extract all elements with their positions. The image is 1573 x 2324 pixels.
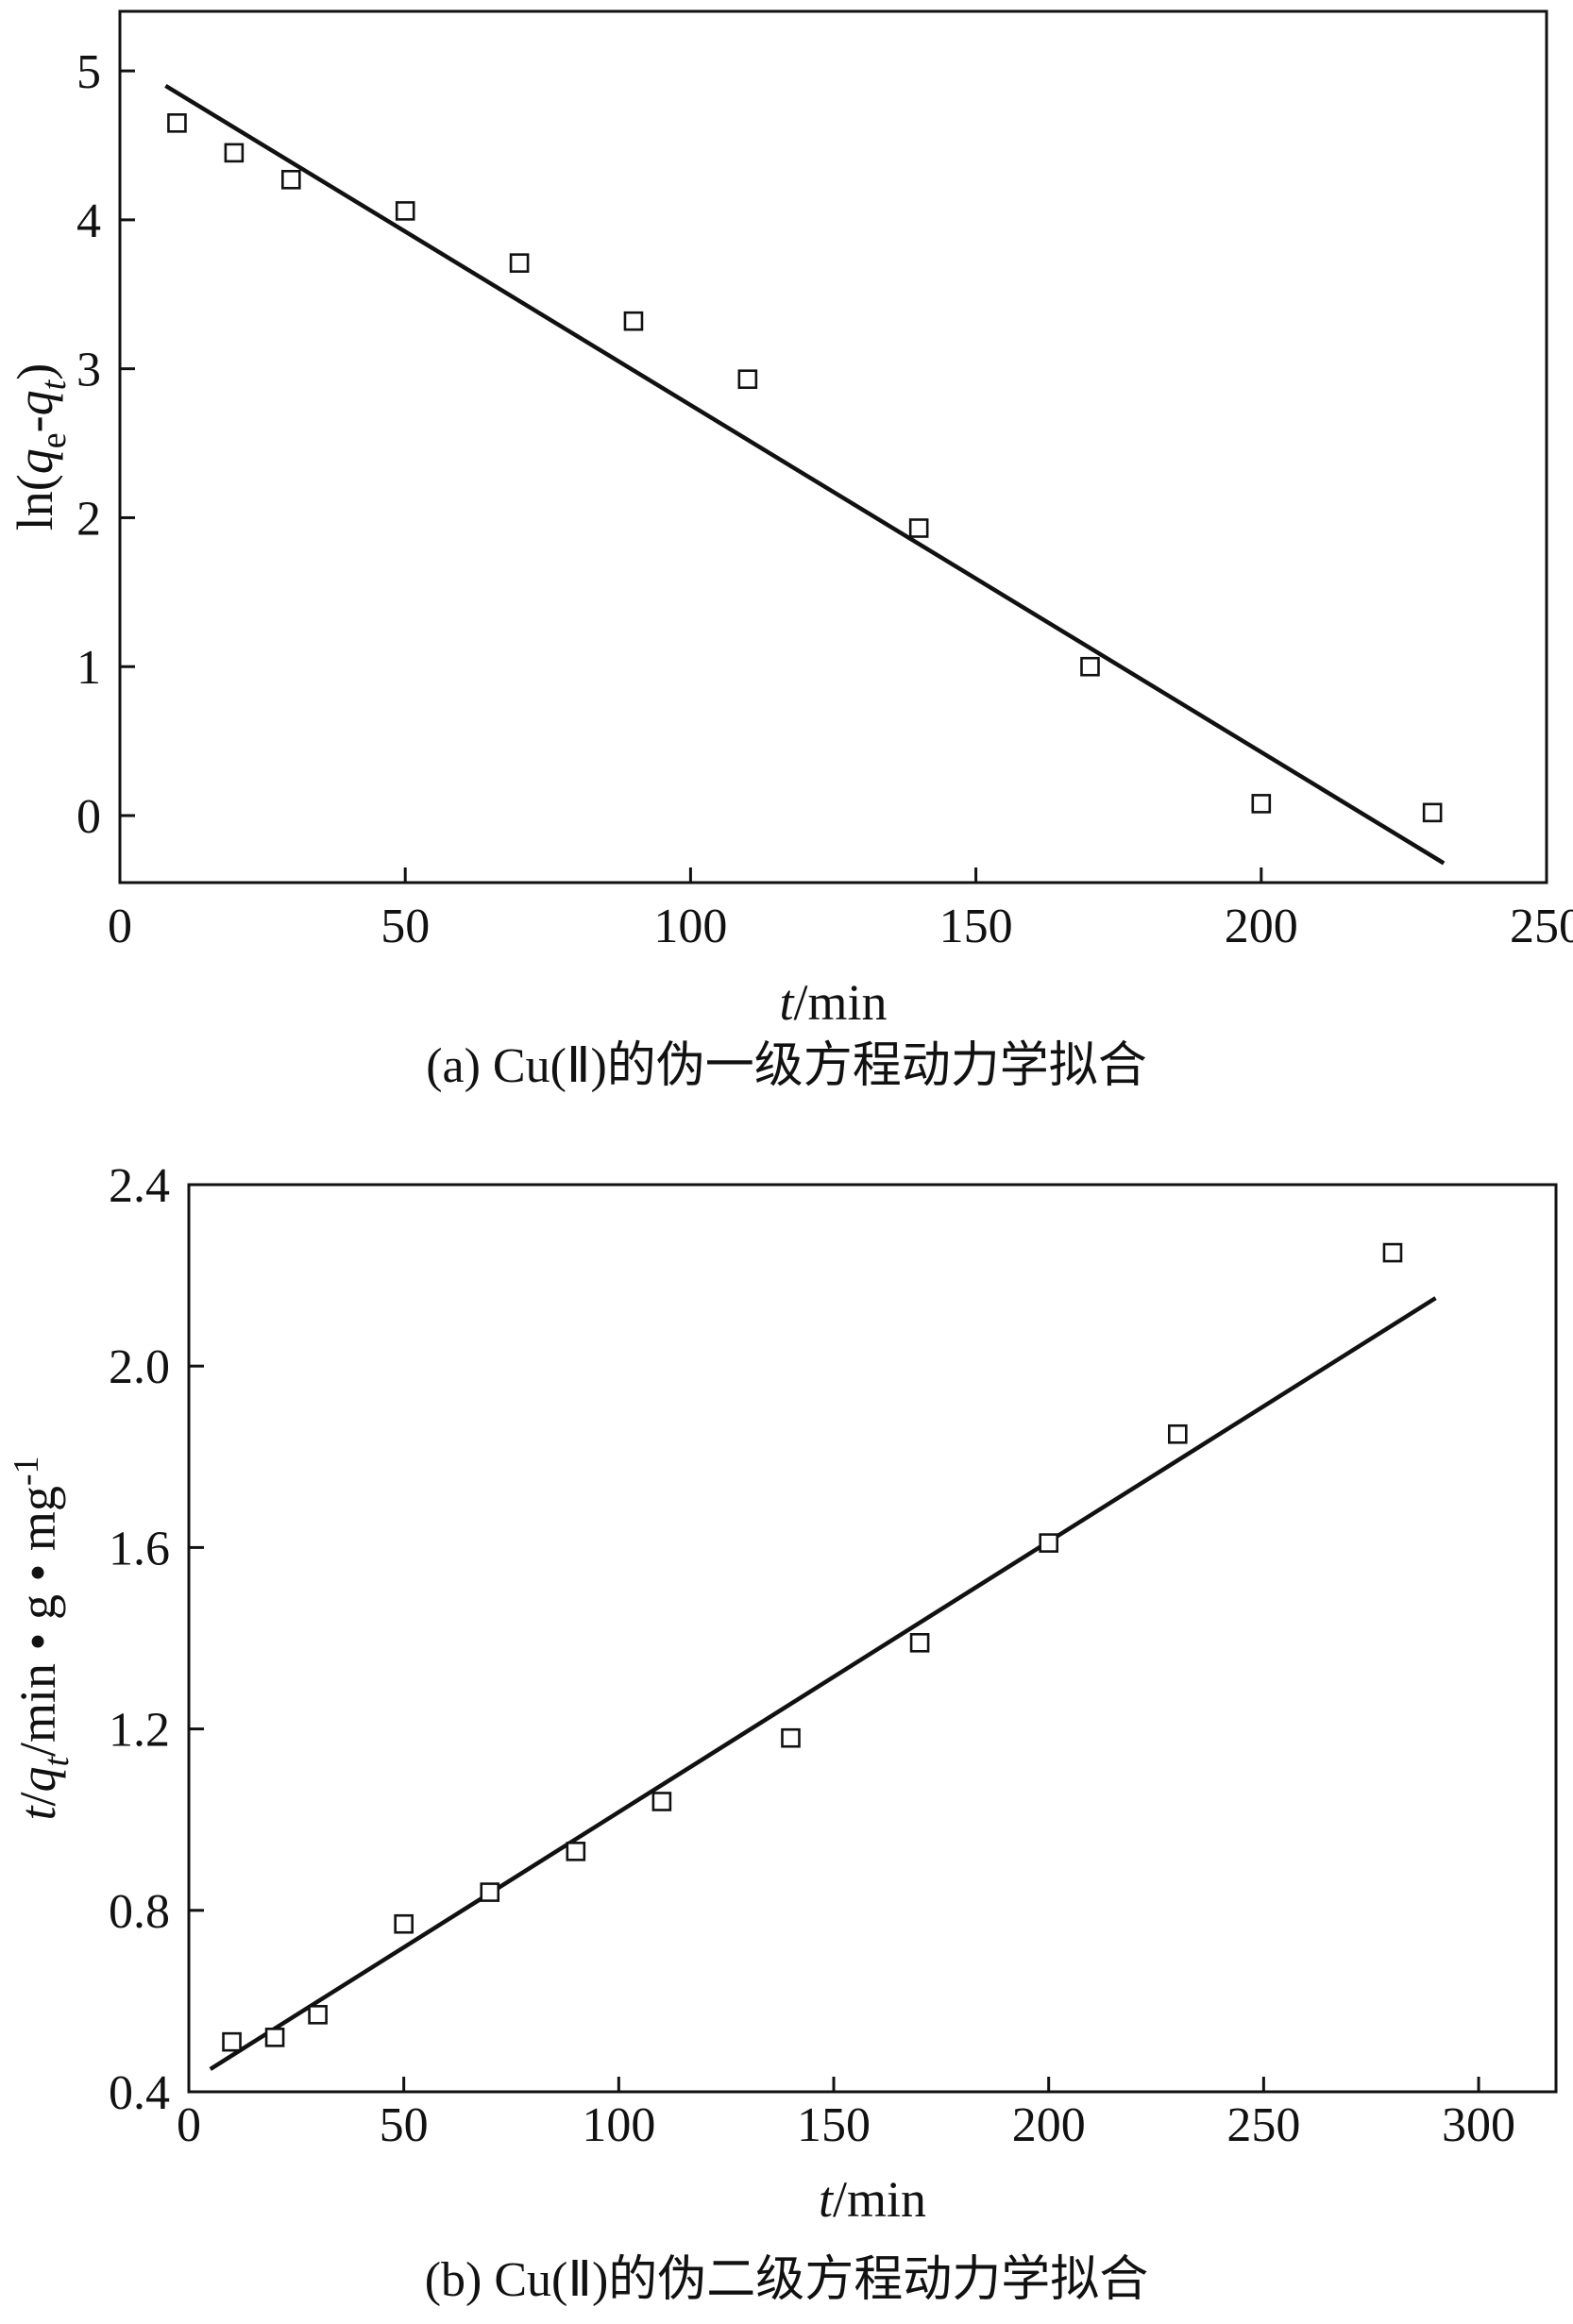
x-axis-label: t/min — [779, 974, 887, 1031]
data-point — [1080, 656, 1100, 677]
x-tick-label: 150 — [939, 900, 1013, 953]
label-segment: t — [37, 1756, 76, 1767]
fit-line — [164, 83, 1446, 866]
x-tick-label: 0 — [108, 900, 132, 953]
label-segment: q — [7, 390, 63, 415]
data-point — [1251, 794, 1272, 814]
y-tick-label: 3 — [76, 344, 101, 397]
y-tick-label: 2 — [76, 492, 101, 546]
label-segment: ) — [7, 363, 63, 380]
label-segment: -1 — [7, 1456, 46, 1486]
x-axis-label: t/min — [819, 2171, 926, 2228]
label-segment: • — [9, 1620, 66, 1663]
data-point — [395, 201, 415, 221]
x-tick-label: 200 — [1225, 900, 1298, 953]
pseudo-second-order-chart: 0 50 100 150 200 250 300 0.4 0.8 1.2 1.6 2.0 2.4 t/mi… — [7, 1159, 1558, 2228]
data-point — [167, 113, 187, 133]
data-point — [623, 311, 644, 331]
x-tick-label: 250 — [1226, 2098, 1300, 2152]
data-point — [737, 369, 758, 390]
x-tick-label: 150 — [797, 2098, 871, 2152]
fit-line — [209, 1296, 1437, 2071]
data-point — [264, 2028, 285, 2047]
label-segment: t — [34, 379, 74, 390]
data-point — [651, 1792, 672, 1811]
data-point — [1382, 1242, 1403, 1263]
data-point — [566, 1842, 586, 1861]
x-tick-label: 250 — [1510, 900, 1573, 953]
x-tick-label: 100 — [653, 900, 727, 953]
y-tick-label: 1.6 — [109, 1522, 170, 1575]
label-segment: q — [7, 448, 63, 474]
x-tick-label: 0 — [177, 2098, 201, 2152]
label-segment: t — [779, 974, 795, 1031]
y-tick-label: 4 — [76, 194, 101, 248]
label-segment: /min — [794, 974, 888, 1031]
label-segment: t — [819, 2171, 835, 2228]
label-segment: g — [9, 1594, 66, 1620]
data-point — [1422, 802, 1443, 823]
data-point — [909, 1633, 930, 1653]
y-tick-label: 0.4 — [109, 2066, 170, 2120]
y-axis-label: ln(qe-qt) — [7, 363, 74, 530]
data-point — [394, 1913, 414, 1934]
data-point — [222, 2031, 242, 2052]
y-tick-label: 1 — [76, 641, 101, 695]
label-segment: q — [9, 1767, 66, 1793]
chart-a-caption: (a) Cu(Ⅱ)的伪一级方程动力学拟合 — [426, 1039, 1147, 1093]
chart-b-caption: (b) Cu(Ⅱ)的伪二级方程动力学拟合 — [424, 2253, 1149, 2307]
y-tick-label: 2.4 — [109, 1159, 170, 1213]
label-segment: e — [34, 432, 74, 448]
label-segment: /min — [9, 1663, 66, 1757]
data-point — [509, 253, 530, 273]
data-point — [224, 143, 245, 163]
data-point — [308, 2005, 328, 2025]
x-tick-label: 50 — [380, 2098, 429, 2152]
x-tick-label: 100 — [582, 2098, 655, 2152]
label-segment: / — [9, 1793, 66, 1807]
x-tick-label: 50 — [381, 900, 430, 953]
data-point — [781, 1727, 801, 1748]
plot-border — [187, 1183, 1558, 2094]
label-segment: - — [7, 415, 63, 432]
label-segment: mg — [9, 1486, 66, 1551]
x-tick-label: 200 — [1012, 2098, 1086, 2152]
data-point — [480, 1882, 500, 1902]
data-point — [1039, 1533, 1058, 1553]
x-tick-label: 300 — [1442, 2098, 1515, 2152]
label-segment: /min — [833, 2171, 926, 2228]
data-point — [281, 169, 301, 190]
plot-border — [118, 9, 1548, 884]
data-point — [1167, 1423, 1188, 1444]
y-tick-label: 2.0 — [109, 1340, 170, 1394]
y-tick-label: 0 — [76, 790, 101, 844]
y-tick-label: 0.8 — [109, 1885, 170, 1939]
data-point — [908, 518, 929, 538]
y-tick-label: 5 — [76, 45, 101, 99]
label-segment: • — [9, 1551, 66, 1594]
y-tick-label: 1.2 — [109, 1704, 170, 1758]
label-segment: ln( — [7, 474, 63, 530]
y-axis-label: t/qt/min • g • mg-1 — [7, 1456, 76, 1820]
label-segment: t — [9, 1805, 66, 1821]
